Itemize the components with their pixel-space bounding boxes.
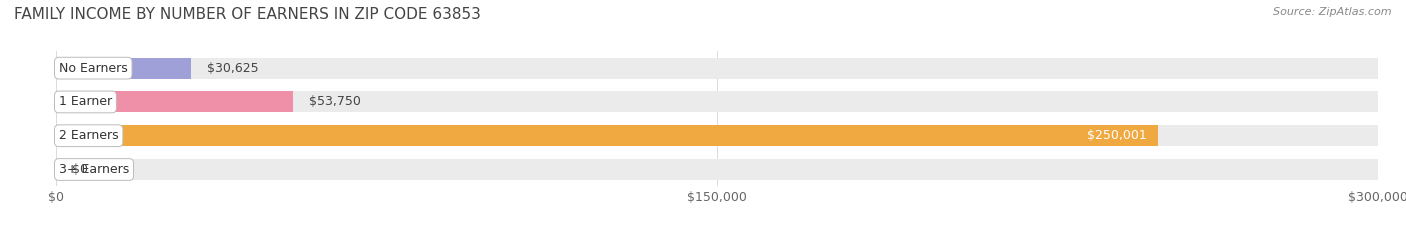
Text: $0: $0: [72, 163, 89, 176]
Text: $250,001: $250,001: [1087, 129, 1147, 142]
Bar: [56, 92, 292, 112]
Bar: [56, 125, 1378, 146]
Bar: [56, 159, 1378, 180]
Text: FAMILY INCOME BY NUMBER OF EARNERS IN ZIP CODE 63853: FAMILY INCOME BY NUMBER OF EARNERS IN ZI…: [14, 7, 481, 22]
Bar: [56, 58, 1378, 79]
Bar: [56, 125, 1157, 146]
Text: No Earners: No Earners: [59, 62, 128, 75]
Text: Source: ZipAtlas.com: Source: ZipAtlas.com: [1274, 7, 1392, 17]
Bar: [56, 92, 1378, 112]
Bar: [56, 58, 191, 79]
Text: 1 Earner: 1 Earner: [59, 96, 112, 108]
Text: $30,625: $30,625: [207, 62, 259, 75]
Text: $53,750: $53,750: [309, 96, 361, 108]
Text: 3+ Earners: 3+ Earners: [59, 163, 129, 176]
Text: 2 Earners: 2 Earners: [59, 129, 118, 142]
